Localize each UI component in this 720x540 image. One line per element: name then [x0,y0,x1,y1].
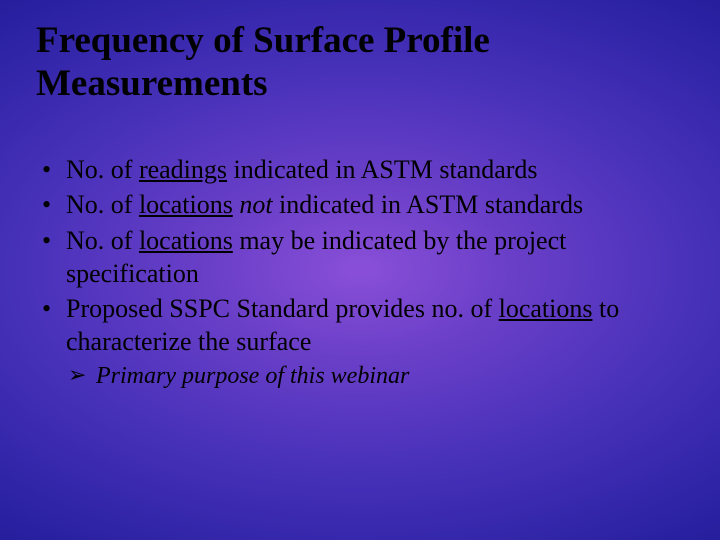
slide-title: Frequency of Surface Profile Measurement… [36,20,684,105]
bullet-item: No. of readings indicated in ASTM standa… [36,153,684,186]
bullet-text-underlined: locations [139,190,233,219]
bullet-item: No. of locations may be indicated by the… [36,224,684,291]
title-line-2: Measurements [36,63,268,104]
bullet-text-post: indicated in ASTM standards [273,190,584,219]
bullet-list: No. of readings indicated in ASTM standa… [36,153,684,391]
bullet-item: No. of locations not indicated in ASTM s… [36,188,684,221]
bullet-text-underlined: readings [139,155,227,184]
bullet-text-pre: No. of [66,226,139,255]
bullet-text-pre: No. of [66,155,139,184]
slide: Frequency of Surface Profile Measurement… [0,0,720,540]
bullet-text-pre: Proposed SSPC Standard provides no. of [66,294,499,323]
sub-bullet-item: Primary purpose of this webinar [66,361,684,392]
sub-bullet-list: Primary purpose of this webinar [66,361,684,392]
sub-bullet-text: Primary purpose of this webinar [96,363,409,389]
bullet-item: Proposed SSPC Standard provides no. of l… [36,292,684,391]
bullet-text-underlined: locations [499,294,593,323]
bullet-text-post: indicated in ASTM standards [227,155,538,184]
bullet-text-italic: not [239,190,272,219]
bullet-text-pre: No. of [66,190,139,219]
bullet-text-underlined: locations [139,226,233,255]
title-line-1: Frequency of Surface Profile [36,20,490,61]
